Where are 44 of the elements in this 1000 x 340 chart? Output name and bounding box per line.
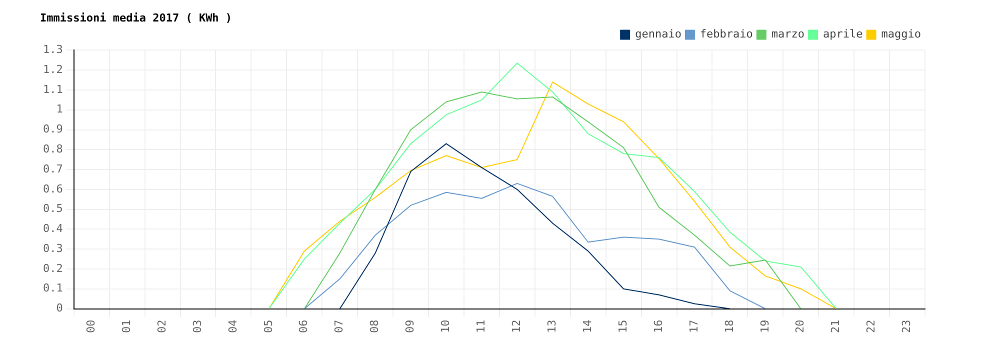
x-tick-label: 05 [262, 320, 275, 334]
x-tick-label: 20 [794, 320, 807, 334]
y-tick-label: 0.9 [42, 122, 63, 136]
x-tick-label: 00 [84, 320, 98, 334]
legend-label: marzo [771, 28, 805, 41]
x-tick-label: 11 [474, 320, 488, 334]
x-tick-label: 19 [758, 320, 772, 334]
x-tick-label: 08 [368, 320, 382, 334]
x-tick-label: 23 [900, 320, 914, 334]
y-tick-label: 1.1 [42, 82, 63, 96]
y-tick-label: 1.3 [42, 43, 63, 56]
x-tick-label: 10 [439, 320, 452, 334]
y-tick-label: 0 [56, 302, 63, 315]
y-tick-label: 0.5 [42, 202, 63, 216]
x-tick-label: 22 [864, 320, 878, 334]
x-tick-label: 06 [297, 320, 310, 334]
legend-label: maggio [881, 28, 922, 41]
chart-title: Immissioni media 2017 ( KWh ) [40, 11, 232, 24]
x-tick-label: 13 [545, 320, 558, 334]
y-tick-label: 1 [56, 102, 63, 116]
y-tick-label: 0.6 [42, 182, 63, 196]
x-tick-label: 16 [652, 320, 665, 334]
y-tick-label: 0.2 [42, 262, 63, 275]
y-tick-label: 0.3 [42, 242, 63, 255]
y-tick-label: 1.2 [42, 62, 63, 76]
y-tick-label: 0.1 [42, 282, 63, 295]
x-tick-label: 07 [332, 320, 346, 334]
x-tick-label: 18 [722, 320, 736, 334]
x-tick-label: 12 [510, 320, 524, 334]
x-tick-label: 01 [120, 320, 133, 334]
x-tick-label: 17 [687, 320, 700, 334]
legend-label: febbraio [700, 28, 753, 41]
x-tick-label: 21 [829, 320, 842, 334]
x-tick-label: 15 [616, 320, 630, 334]
y-tick-label: 0.8 [42, 142, 63, 156]
x-tick-label: 02 [155, 320, 168, 334]
y-tick-label: 0.7 [42, 162, 63, 176]
y-tick-label: 0.4 [42, 222, 64, 236]
x-tick-label: 04 [226, 319, 240, 334]
x-tick-label: 03 [190, 320, 204, 334]
x-tick-label: 14 [580, 319, 594, 334]
x-tick-label: 09 [404, 320, 417, 334]
legend-label: aprile [823, 28, 863, 41]
legend-label: gennaio [635, 28, 682, 41]
